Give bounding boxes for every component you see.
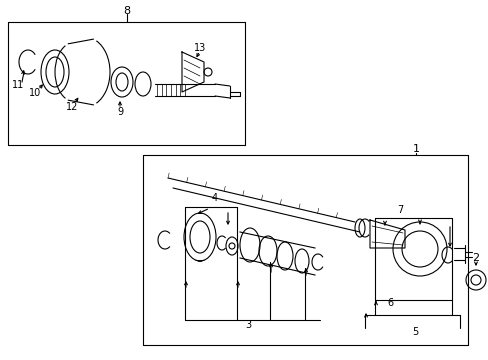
Text: 6: 6 xyxy=(386,298,392,308)
Text: 8: 8 xyxy=(123,6,130,16)
Text: 11: 11 xyxy=(12,80,24,90)
Text: 5: 5 xyxy=(411,327,417,337)
Text: 3: 3 xyxy=(244,320,250,330)
Text: 1: 1 xyxy=(412,144,419,154)
Text: 10: 10 xyxy=(29,88,41,98)
Text: 9: 9 xyxy=(117,107,123,117)
Text: 2: 2 xyxy=(471,253,479,263)
Text: 7: 7 xyxy=(396,205,402,215)
Text: 13: 13 xyxy=(193,43,206,53)
Text: 12: 12 xyxy=(66,102,78,112)
Text: 4: 4 xyxy=(211,193,218,203)
